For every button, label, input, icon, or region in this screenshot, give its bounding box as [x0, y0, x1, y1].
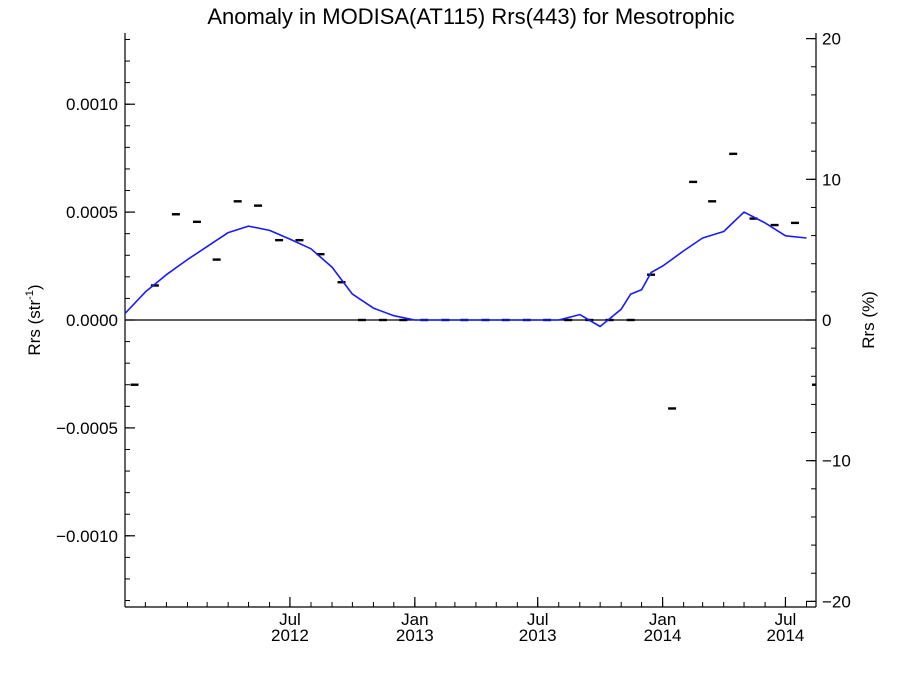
x-tick-label-month: Jul: [775, 610, 797, 629]
y2-tick-label: 10: [822, 170, 841, 189]
major-ticks: [125, 38, 816, 607]
y2-tick-label: 0: [822, 311, 831, 330]
x-tick-label-year: 2013: [519, 626, 557, 645]
x-tick-label-year: 2014: [767, 626, 805, 645]
x-tick-label-month: Jul: [527, 610, 549, 629]
y-axis-label-superscript: -1: [24, 290, 36, 300]
chart-title: Anomaly in MODISA(AT115) Rrs(443) for Me…: [207, 4, 734, 29]
y-tick-label: −0.0010: [56, 527, 118, 546]
y-tick-label: 0.0005: [66, 203, 118, 222]
y-tick-label: 0.0010: [66, 95, 118, 114]
x-tick-label-year: 2013: [396, 626, 434, 645]
x-tick-label-month: Jan: [401, 610, 428, 629]
y2-axis-label: Rrs (%): [859, 291, 878, 349]
y-tick-label: −0.0005: [56, 419, 118, 438]
y2-tick-label: −20: [822, 592, 851, 611]
anomaly-line: [124, 211, 807, 328]
y2-tick-label: 20: [822, 30, 841, 49]
minor-ticks: [125, 38, 816, 607]
y-axis-label: Rrs (str-1): [24, 284, 44, 355]
x-tick-label-year: 2014: [644, 626, 682, 645]
y-tick-label: 0.0000: [66, 311, 118, 330]
x-tick-label-month: Jan: [649, 610, 676, 629]
tick-labels: 0.0010 0.0005 0.0000 −0.0005 −0.0010 20 10 0 −10…: [56, 30, 851, 645]
y2-tick-label: −10: [822, 452, 851, 471]
x-tick-label-year: 2012: [271, 626, 309, 645]
x-tick-label-month: Jul: [279, 610, 301, 629]
series-layer: [124, 152, 816, 410]
